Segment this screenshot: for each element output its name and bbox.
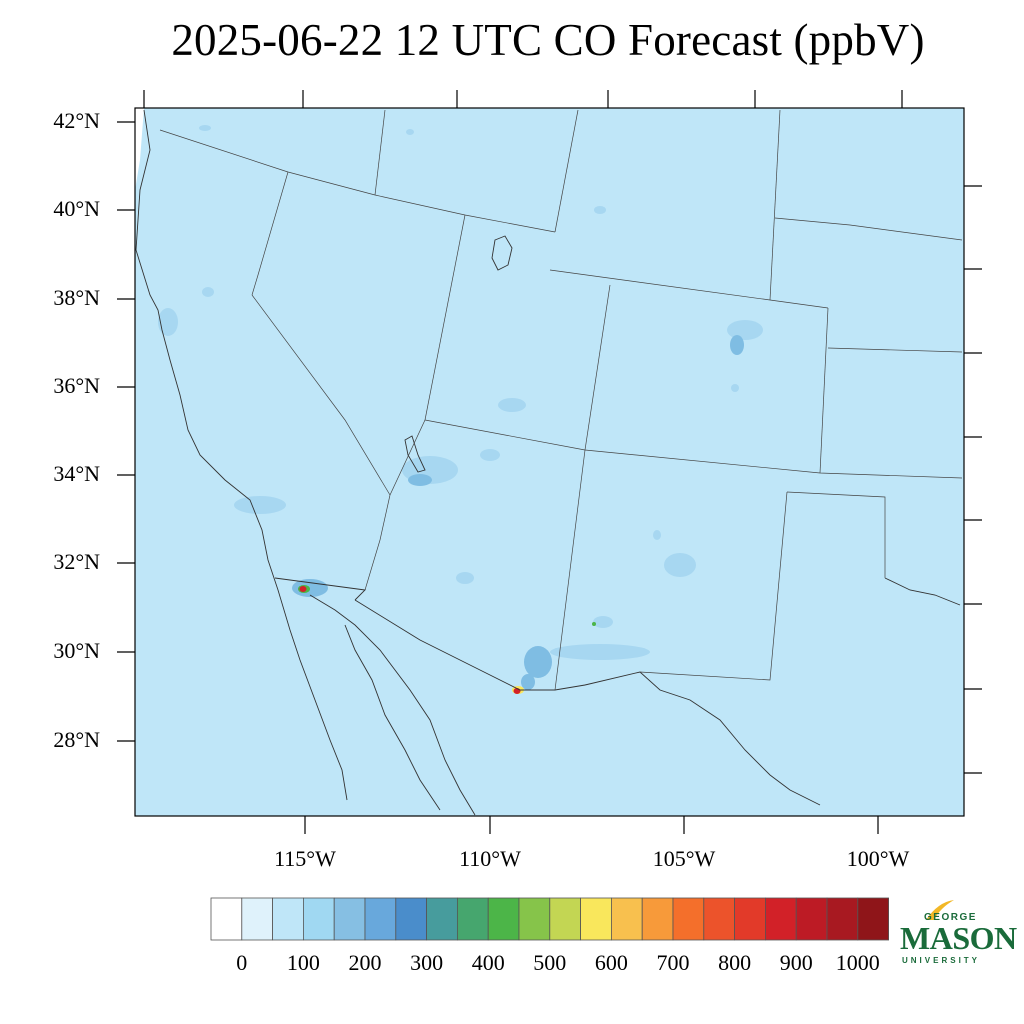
lat-label-36n: 36°N xyxy=(53,373,100,398)
colorbar-swatch xyxy=(826,897,859,941)
colorbar xyxy=(210,897,889,941)
logo-swoosh xyxy=(926,900,954,920)
colorbar-swatch xyxy=(272,897,304,941)
colorbar-label: 1000 xyxy=(835,950,880,975)
co-hotspots xyxy=(298,585,596,694)
colorbar-swatch xyxy=(580,897,612,941)
state-borders xyxy=(159,109,963,691)
colorbar-swatch xyxy=(795,897,828,941)
colorbar-label: 400 xyxy=(471,950,505,975)
lon-label-105w: 105°W xyxy=(652,846,716,871)
colorbar-swatch xyxy=(703,897,735,941)
lat-label-32n: 32°N xyxy=(53,549,100,574)
colorbar-swatch xyxy=(672,897,705,941)
colorbar-label: 800 xyxy=(718,950,752,975)
colorbar-swatch xyxy=(487,897,520,941)
lon-label-110w: 110°W xyxy=(459,846,521,871)
co-plumes-dark xyxy=(292,335,744,690)
ocean-margin xyxy=(135,108,144,190)
colorbar-swatch xyxy=(456,897,489,941)
map-title: 2025-06-22 12 UTC CO Forecast (ppbV) xyxy=(171,15,925,65)
colorbar-swatch xyxy=(518,897,551,941)
colorbar-swatch xyxy=(857,897,889,941)
colorbar-swatch xyxy=(241,897,273,941)
colorbar-label: 900 xyxy=(779,950,813,975)
map-frame xyxy=(134,107,965,817)
tick-marks xyxy=(117,90,982,834)
colorbar-swatch xyxy=(765,897,797,941)
logo-mason: MASON xyxy=(900,920,1017,956)
logo-university: UNIVERSITY xyxy=(902,956,981,965)
colorbar-label: 0 xyxy=(236,950,248,975)
colorbar-swatch xyxy=(303,897,335,941)
colorbar-label: 100 xyxy=(286,950,320,975)
map-boundaries xyxy=(135,109,961,816)
colorbar-swatch xyxy=(395,897,428,941)
colorbar-swatch xyxy=(610,897,643,941)
colorbar-swatch xyxy=(734,897,766,941)
colorbar-swatch xyxy=(641,897,674,941)
george-mason-logo: GEORGE MASON UNIVERSITY xyxy=(898,898,1017,970)
colorbar-swatch xyxy=(210,897,243,941)
lon-label-100w: 100°W xyxy=(846,846,910,871)
lat-label-34n: 34°N xyxy=(53,461,100,486)
colorbar-label: 300 xyxy=(410,950,444,975)
lat-label-28n: 28°N xyxy=(53,727,100,752)
colorbar-swatch xyxy=(333,897,366,941)
colorbar-label: 500 xyxy=(533,950,567,975)
lat-label-38n: 38°N xyxy=(53,285,100,310)
lat-label-30n: 30°N xyxy=(53,638,100,663)
colorbar-label: 200 xyxy=(348,950,382,975)
co-field-background xyxy=(135,108,964,816)
colorbar-swatch xyxy=(426,897,458,941)
colorbar-label: 700 xyxy=(656,950,690,975)
colorbar-swatch xyxy=(549,897,581,941)
colorbar-label: 600 xyxy=(594,950,628,975)
logo-george: GEORGE xyxy=(924,912,977,923)
lon-label-115w: 115°W xyxy=(274,846,336,871)
colorbar-swatch xyxy=(364,897,397,941)
lat-label-40n: 40°N xyxy=(53,196,100,221)
lat-label-42n: 42°N xyxy=(53,108,100,133)
